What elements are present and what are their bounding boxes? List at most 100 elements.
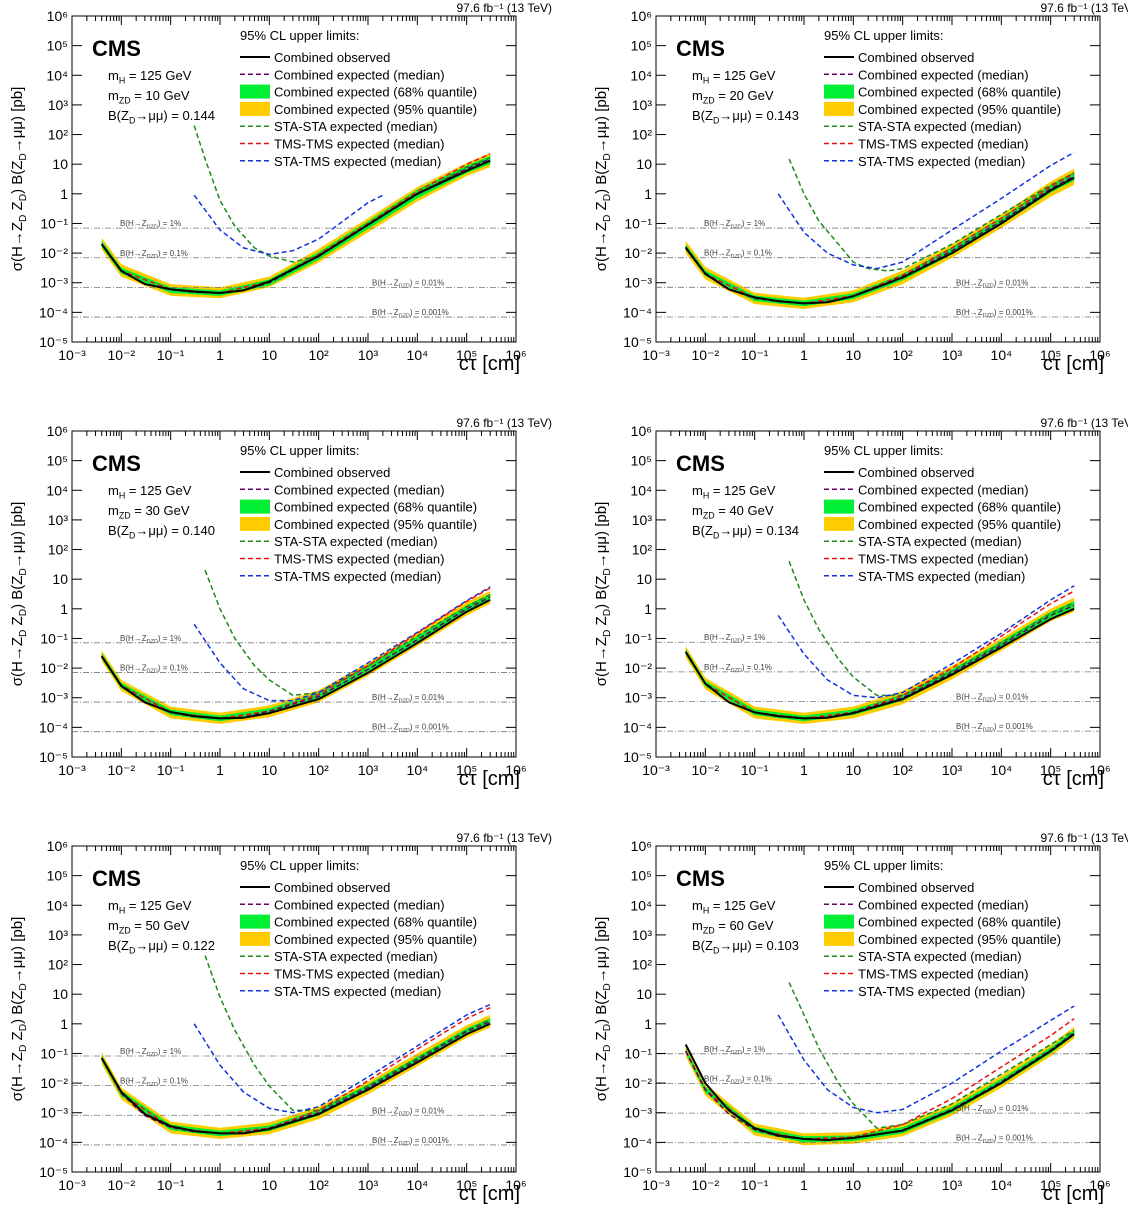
y-tick-label: 10⁻³ bbox=[40, 1105, 68, 1121]
x-tick-label: 10 bbox=[846, 347, 862, 363]
y-tick-label: 10 bbox=[52, 986, 68, 1002]
x-tick-label: 1 bbox=[216, 347, 224, 363]
legend-entry-stasta: STA-STA expected (median) bbox=[274, 949, 438, 964]
ref-line-label-1: B(H→ZDZ​D​) = 1% bbox=[120, 634, 181, 645]
x-tick-label: 10 bbox=[846, 762, 862, 778]
x-tick-label: 1 bbox=[800, 762, 808, 778]
band-95-quantile bbox=[685, 597, 1075, 724]
cms-label: CMS bbox=[676, 451, 725, 476]
mh-label: mH​ = 125 GeV bbox=[108, 68, 192, 86]
y-tick-label: 10⁻³ bbox=[40, 275, 68, 291]
mzd-label: mZD​ = 10 GeV bbox=[108, 88, 190, 106]
legend-entry-b68: Combined expected (68% quantile) bbox=[858, 85, 1061, 100]
x-tick-label: 1 bbox=[800, 1177, 808, 1193]
x-axis-label: cτ [cm] bbox=[459, 353, 520, 375]
series-line-tmstms bbox=[101, 153, 491, 294]
legend-entry-tmstms: TMS-TMS expected (median) bbox=[274, 552, 445, 567]
y-tick-label: 10 bbox=[52, 156, 68, 172]
legend-entry-b68: Combined expected (68% quantile) bbox=[858, 500, 1061, 515]
series-line-stasta bbox=[204, 570, 491, 697]
y-tick-label: 10⁻⁵ bbox=[623, 334, 652, 350]
series-line-tmstms bbox=[685, 172, 1075, 305]
legend-swatch-b68 bbox=[824, 914, 854, 929]
y-tick-label: 10⁵ bbox=[47, 868, 68, 884]
y-tick-label: 10⁻⁴ bbox=[39, 1134, 68, 1150]
br-label: B(ZD​→μμ) = 0.140 bbox=[108, 523, 215, 541]
mzd-label: mZD​ = 60 GeV bbox=[692, 918, 774, 936]
y-axis-label: σ(H→ZD​ ZD​) B(ZD​→μμ) [pb] bbox=[9, 87, 29, 271]
x-tick-label: 10⁵ bbox=[1040, 1177, 1061, 1193]
y-tick-label: 10⁻⁵ bbox=[623, 1164, 652, 1180]
x-tick-label: 10⁴ bbox=[991, 1177, 1013, 1193]
x-tick-label: 10⁻³ bbox=[642, 347, 670, 363]
legend-swatch-b95 bbox=[240, 101, 270, 116]
legend-entry-statms: STA-TMS expected (median) bbox=[858, 569, 1025, 584]
y-tick-label: 10 bbox=[636, 571, 652, 587]
y-tick-label: 10⁶ bbox=[47, 8, 68, 24]
y-tick-label: 10⁻¹ bbox=[40, 630, 68, 646]
x-tick-label: 10² bbox=[309, 347, 330, 363]
x-tick-label: 10 bbox=[846, 1177, 862, 1193]
legend-entry-exp: Combined expected (median) bbox=[858, 482, 1029, 497]
y-tick-label: 10⁵ bbox=[47, 38, 68, 54]
ref-line-label-1: B(H→ZDZ​D​) = 1% bbox=[704, 633, 765, 644]
legend-swatch-b95 bbox=[240, 931, 270, 946]
cms-label: CMS bbox=[92, 36, 141, 61]
y-tick-label: 10⁻³ bbox=[40, 690, 68, 706]
legend-entry-stasta: STA-STA expected (median) bbox=[858, 949, 1022, 964]
ref-line-label-1: B(H→ZDZ​D​) = 1% bbox=[704, 219, 765, 230]
ref-line-label-2: B(H→ZDZ​D​) = 0.1% bbox=[704, 663, 772, 674]
band-95-quantile bbox=[685, 168, 1075, 309]
series-line-obs bbox=[684, 1033, 1075, 1142]
x-tick-label: 10⁻¹ bbox=[741, 347, 769, 363]
y-tick-label: 10⁻¹ bbox=[624, 630, 652, 646]
legend-entry-statms: STA-TMS expected (median) bbox=[274, 569, 441, 584]
ref-line-label-2: B(H→ZDZ​D​) = 0.1% bbox=[704, 249, 772, 260]
series-line-obs bbox=[684, 176, 1075, 305]
legend-entry-tmstms: TMS-TMS expected (median) bbox=[858, 552, 1029, 567]
ref-line-label-2: B(H→ZDZ​D​) = 0.1% bbox=[120, 663, 188, 674]
legend-swatch-b95 bbox=[824, 516, 854, 531]
legend-entry-exp: Combined expected (median) bbox=[274, 482, 445, 497]
x-tick-label: 10⁻¹ bbox=[157, 347, 185, 363]
ref-line-label-1: B(H→ZDZ​D​) = 1% bbox=[120, 219, 181, 230]
x-tick-label: 10⁵ bbox=[456, 347, 477, 363]
legend-entry-b68: Combined expected (68% quantile) bbox=[274, 915, 477, 930]
legend-entry-tmstms: TMS-TMS expected (median) bbox=[858, 967, 1029, 982]
chart-panel-6: 97.6 fb⁻¹ (13 TeV) B(H→ZDZ​D​) = 1% B(H→ZD… bbox=[593, 831, 1128, 1205]
series-line-statms bbox=[193, 194, 384, 256]
y-tick-label: 10⁻⁵ bbox=[39, 749, 68, 765]
plot-area bbox=[656, 982, 1100, 1146]
plot-frame bbox=[71, 15, 517, 343]
legend-entry-statms: STA-TMS expected (median) bbox=[274, 154, 441, 169]
series-line-statms bbox=[777, 151, 1075, 270]
lumi-label: 97.6 fb⁻¹ (13 TeV) bbox=[1041, 1, 1128, 15]
series-line-stasta bbox=[788, 561, 1075, 697]
legend-entry-b95: Combined expected (95% quantile) bbox=[274, 932, 477, 947]
plot-area bbox=[72, 570, 516, 733]
y-tick-label: 10⁻³ bbox=[624, 275, 652, 291]
y-tick-label: 10² bbox=[632, 957, 653, 973]
x-tick-label: 10³ bbox=[358, 762, 379, 778]
y-tick-label: 10³ bbox=[632, 97, 653, 113]
series-line-statms bbox=[193, 586, 491, 702]
band-95-quantile bbox=[101, 1014, 491, 1139]
series-line-tmstms bbox=[685, 1017, 1075, 1140]
y-tick-label: 10⁻¹ bbox=[624, 1045, 652, 1061]
legend-entry-b68: Combined expected (68% quantile) bbox=[274, 500, 477, 515]
x-tick-label: 10⁻² bbox=[692, 1177, 720, 1193]
plot-frame bbox=[71, 845, 517, 1173]
series-line-stasta bbox=[204, 955, 491, 1112]
y-axis-label: σ(H→ZD​ ZD​) B(ZD​→μμ) [pb] bbox=[593, 917, 613, 1101]
series-line-obs bbox=[100, 1022, 491, 1135]
chart-panel-1: 97.6 fb⁻¹ (13 TeV) B(H→ZDZ​D​) = 1% B(H→ZD… bbox=[9, 1, 552, 375]
mh-label: mH​ = 125 GeV bbox=[692, 68, 776, 86]
y-tick-label: 10³ bbox=[48, 927, 69, 943]
x-tick-label: 10 bbox=[262, 762, 278, 778]
x-tick-label: 10⁶ bbox=[1089, 1177, 1110, 1193]
x-tick-label: 10⁻² bbox=[108, 1177, 136, 1193]
legend-header: 95% CL upper limits: bbox=[240, 443, 359, 458]
y-tick-label: 10⁻² bbox=[624, 660, 652, 676]
legend-entry-exp: Combined expected (median) bbox=[858, 897, 1029, 912]
y-tick-label: 10⁻⁴ bbox=[39, 304, 68, 320]
